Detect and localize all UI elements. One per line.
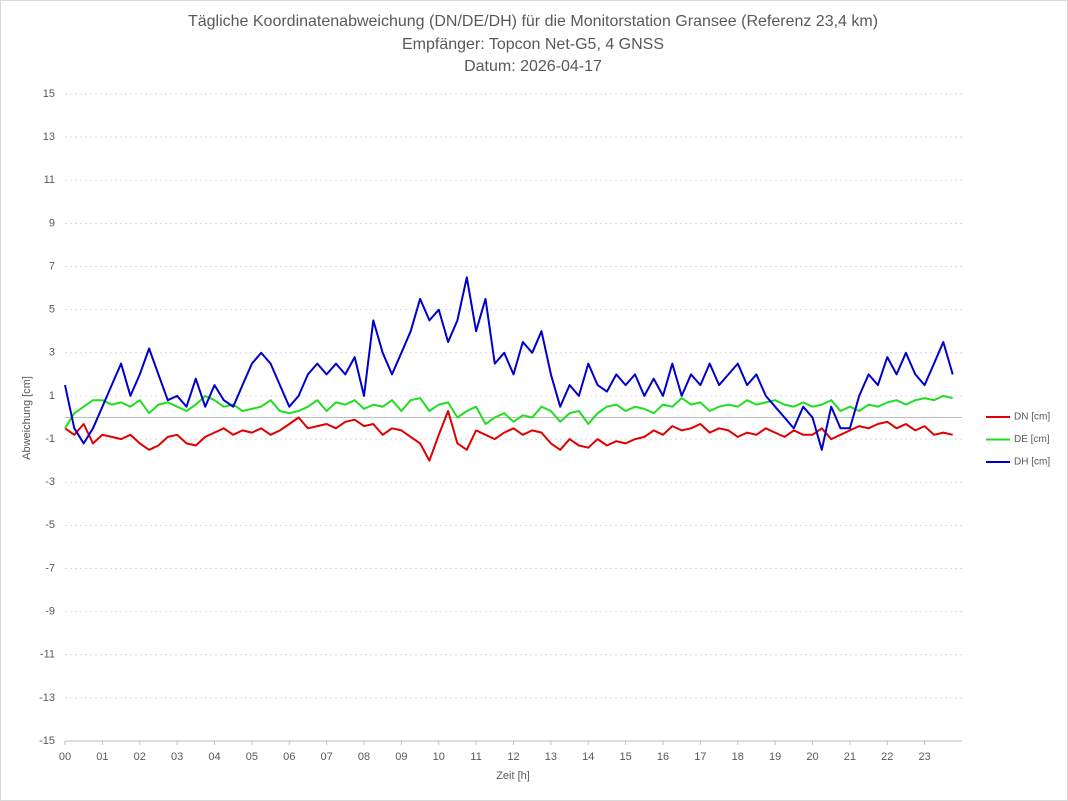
y-tick-label: -11 bbox=[40, 649, 55, 661]
x-tick-label: 00 bbox=[59, 751, 71, 763]
chart-subtitle: Empfänger: Topcon Net-G5, 4 GNSS bbox=[402, 36, 664, 53]
x-tick-label: 10 bbox=[433, 751, 445, 763]
y-tick-label: -15 bbox=[39, 735, 55, 747]
x-tick-label: 13 bbox=[545, 751, 557, 763]
y-tick-label: 11 bbox=[44, 174, 55, 186]
x-tick-label: 05 bbox=[246, 751, 258, 763]
x-tick-label: 17 bbox=[694, 751, 706, 763]
y-tick-label: 5 bbox=[49, 304, 55, 316]
legend-label: DH [cm] bbox=[1014, 457, 1050, 468]
x-tick-label: 01 bbox=[96, 751, 108, 763]
x-tick-label: 02 bbox=[134, 751, 146, 763]
x-tick-label: 18 bbox=[732, 751, 744, 763]
x-tick-label: 08 bbox=[358, 751, 370, 763]
y-tick-label: 13 bbox=[43, 131, 55, 143]
x-axis-label: Zeit [h] bbox=[496, 770, 530, 782]
x-tick-label: 20 bbox=[806, 751, 818, 763]
chart-title: Tägliche Koordinatenabweichung (DN/DE/DH… bbox=[188, 13, 878, 30]
y-tick-label: 3 bbox=[49, 347, 55, 359]
y-axis-label: Abweichung [cm] bbox=[21, 376, 33, 460]
data-line bbox=[64, 410, 953, 462]
x-tick-label: 22 bbox=[881, 751, 893, 763]
chart-subtitle: Datum: 2026-04-17 bbox=[464, 58, 602, 75]
x-tick-label: 04 bbox=[208, 751, 220, 763]
x-tick-label: 19 bbox=[769, 751, 781, 763]
x-tick-label: 23 bbox=[919, 751, 931, 763]
x-tick-label: 21 bbox=[844, 751, 856, 763]
data-line bbox=[64, 394, 953, 429]
y-tick-label: 1 bbox=[49, 390, 55, 402]
data-line bbox=[64, 276, 954, 451]
x-tick-label: 12 bbox=[507, 751, 519, 763]
y-tick-label: -3 bbox=[45, 476, 55, 488]
x-tick-label: 15 bbox=[620, 751, 632, 763]
legend-label: DN [cm] bbox=[1014, 412, 1050, 423]
y-tick-label: 15 bbox=[43, 88, 55, 100]
x-tick-label: 09 bbox=[395, 751, 407, 763]
x-tick-label: 11 bbox=[470, 751, 481, 763]
x-tick-label: 03 bbox=[171, 751, 183, 763]
x-tick-label: 06 bbox=[283, 751, 295, 763]
y-tick-label: 9 bbox=[49, 217, 55, 229]
x-tick-label: 14 bbox=[582, 751, 594, 763]
legend-label: DE [cm] bbox=[1014, 434, 1050, 445]
y-tick-label: -5 bbox=[45, 519, 55, 531]
y-tick-label: -13 bbox=[39, 692, 55, 704]
y-tick-label: -7 bbox=[45, 562, 55, 574]
x-tick-label: 07 bbox=[321, 751, 333, 763]
y-tick-label: 7 bbox=[49, 260, 55, 272]
x-tick-label: 16 bbox=[657, 751, 669, 763]
y-tick-label: -9 bbox=[45, 606, 55, 618]
y-tick-label: -1 bbox=[45, 433, 55, 445]
